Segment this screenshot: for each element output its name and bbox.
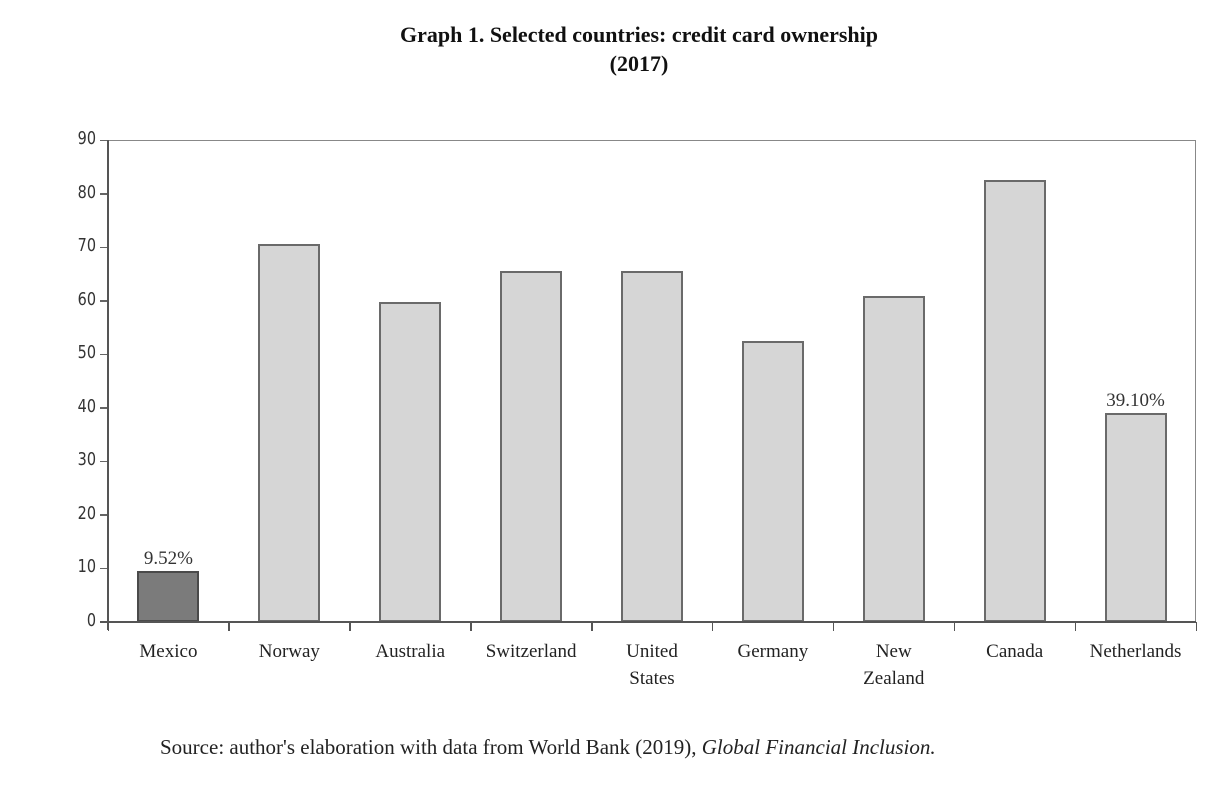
x-tick-label: Germany <box>737 641 809 662</box>
x-tick <box>1195 622 1197 631</box>
y-tick-label: 70 <box>77 235 96 257</box>
y-tick-label: 90 <box>77 128 96 149</box>
x-tick <box>591 622 593 631</box>
chart-title-line2: (2017) <box>609 51 669 76</box>
x-tick-label: Switzerland <box>485 641 577 662</box>
y-tick <box>100 567 108 570</box>
source-text: Source: author's elaboration with data f… <box>160 735 702 759</box>
x-tick-label: Australia <box>375 641 446 662</box>
y-tick <box>100 460 108 463</box>
data-label: 39.10% <box>1106 389 1165 411</box>
y-tick-label: 30 <box>77 449 96 471</box>
y-tick-label: 40 <box>77 395 96 417</box>
x-tick <box>953 622 956 631</box>
y-tick-label: 50 <box>77 342 96 364</box>
data-label: 9.52% <box>143 548 193 569</box>
bar-germany <box>741 340 804 622</box>
source-note: Source: author's elaboration with data f… <box>160 735 936 760</box>
y-axis <box>107 140 109 630</box>
x-tick-label: United States <box>626 641 678 689</box>
bar-united-states <box>621 270 683 622</box>
y-tick <box>100 514 108 516</box>
x-tick <box>832 622 835 631</box>
x-tick <box>228 622 230 631</box>
y-tick <box>100 246 108 249</box>
x-tick-label: Netherlands <box>1089 641 1182 662</box>
x-tick-label: Norway <box>258 641 320 662</box>
source-publication: Global Financial Inclusion. <box>701 735 936 759</box>
bar-norway <box>258 244 321 622</box>
bar-new-zealand <box>862 296 925 622</box>
bar-netherlands <box>1104 412 1167 622</box>
chart-title-line1: Graph 1. Selected countries: credit card… <box>399 22 879 47</box>
bar-canada <box>983 179 1046 622</box>
x-tick <box>711 622 714 631</box>
bar-mexico <box>137 571 200 622</box>
chart-title: Graph 1. Selected countries: credit card… <box>0 20 1228 78</box>
y-tick <box>100 407 108 409</box>
y-tick <box>100 193 108 195</box>
bar-switzerland <box>500 271 563 622</box>
y-tick <box>100 139 108 141</box>
y-tick <box>100 353 108 356</box>
x-axis <box>100 621 1196 623</box>
plot-area <box>108 140 1196 622</box>
y-tick-label: 60 <box>77 288 96 310</box>
x-tick <box>349 622 351 631</box>
y-tick-label: 0 <box>86 610 96 631</box>
x-tick-label: Canada <box>986 641 1044 662</box>
y-tick-label: 20 <box>77 502 96 524</box>
x-tick <box>1074 622 1077 631</box>
x-tick-label: New Zealand <box>863 641 925 689</box>
bar-australia <box>379 302 442 622</box>
x-tick-label: Mexico <box>139 641 198 662</box>
x-tick <box>470 622 472 631</box>
y-tick-label: 80 <box>77 181 96 203</box>
y-tick <box>100 300 108 302</box>
y-tick-label: 10 <box>77 556 96 578</box>
